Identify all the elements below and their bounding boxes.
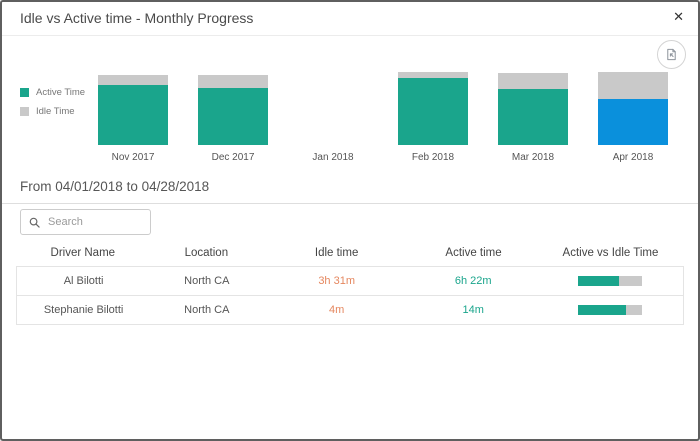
col-header-driver-name: Driver Name bbox=[50, 247, 116, 259]
active-vs-idle-bar bbox=[577, 276, 642, 286]
active-vs-idle-bar bbox=[577, 305, 642, 315]
location-cell: North CA bbox=[184, 304, 230, 316]
chart-plot-area bbox=[83, 72, 183, 145]
ratio-cell bbox=[536, 276, 683, 286]
chart-plot-area bbox=[383, 72, 483, 145]
driver-name-cell: Stephanie Bilotti bbox=[43, 304, 124, 316]
month-bar[interactable] bbox=[498, 72, 568, 145]
drivers-table: Driver Name Location Idle time Active ti… bbox=[16, 243, 684, 325]
chart-plot-area bbox=[283, 72, 383, 145]
search-icon bbox=[29, 217, 40, 228]
month-label: Apr 2018 bbox=[612, 152, 654, 163]
active-fill bbox=[577, 276, 620, 286]
month-label: Mar 2018 bbox=[511, 152, 555, 163]
search-box[interactable] bbox=[20, 209, 151, 235]
col-header-active-time: Active time bbox=[445, 247, 502, 259]
idle-segment bbox=[198, 74, 268, 89]
export-document-icon bbox=[667, 48, 676, 61]
idle-segment bbox=[498, 72, 568, 89]
chart-column: Dec 2017 bbox=[183, 72, 283, 163]
idle-segment bbox=[98, 74, 168, 86]
table-row[interactable]: Stephanie Bilotti North CA 4m 14m bbox=[16, 296, 684, 325]
ratio-cell bbox=[536, 305, 683, 315]
month-label: Feb 2018 bbox=[411, 152, 455, 163]
idle-segment bbox=[598, 72, 668, 100]
search-input[interactable] bbox=[46, 215, 142, 229]
month-bar[interactable] bbox=[98, 74, 168, 145]
active-segment bbox=[598, 99, 668, 145]
chart-plot-area bbox=[583, 72, 683, 145]
table-header-row: Driver Name Location Idle time Active ti… bbox=[16, 243, 684, 263]
export-report-button[interactable] bbox=[657, 40, 686, 69]
chart-column: Jan 2018 bbox=[283, 72, 383, 163]
month-label: Nov 2017 bbox=[111, 152, 155, 163]
month-label: Dec 2017 bbox=[211, 152, 255, 163]
monthly-stacked-bar-chart: Nov 2017 Dec 2017 Jan 2018 Feb 2018 Mar 2018… bbox=[83, 72, 683, 163]
active-segment bbox=[498, 88, 568, 145]
table-row[interactable]: Al Bilotti North CA 3h 31m 6h 22m bbox=[16, 266, 684, 296]
chart-plot-area bbox=[483, 72, 583, 145]
active-time-cell: 6h 22m bbox=[454, 275, 492, 287]
modal-header: Idle vs Active time - Monthly Progress ✕ bbox=[2, 2, 698, 36]
idle-time-cell: 3h 31m bbox=[318, 275, 356, 287]
month-bar[interactable] bbox=[398, 72, 468, 145]
active-fill bbox=[577, 305, 626, 315]
chart-column: Apr 2018 bbox=[583, 72, 683, 163]
legend-label-idle: Idle Time bbox=[36, 106, 75, 117]
active-segment bbox=[198, 88, 268, 145]
chart-column: Nov 2017 bbox=[83, 72, 183, 163]
legend-item-idle: Idle Time bbox=[20, 106, 85, 117]
legend-item-active: Active Time bbox=[20, 87, 85, 98]
month-label: Jan 2018 bbox=[312, 152, 354, 163]
chart-column: Mar 2018 bbox=[483, 72, 583, 163]
active-segment bbox=[98, 85, 168, 145]
chart-plot-area bbox=[183, 72, 283, 145]
legend-label-active: Active Time bbox=[36, 87, 86, 98]
active-time-cell: 14m bbox=[462, 304, 484, 316]
col-header-idle-time: Idle time bbox=[314, 247, 359, 259]
location-cell: North CA bbox=[184, 275, 230, 287]
close-icon[interactable]: ✕ bbox=[673, 9, 684, 24]
date-range-heading: From 04/01/2018 to 04/28/2018 bbox=[2, 179, 698, 204]
month-bar[interactable] bbox=[198, 74, 268, 145]
active-segment bbox=[398, 77, 468, 145]
active-time-swatch bbox=[20, 88, 29, 97]
chart-legend: Active Time Idle Time bbox=[20, 87, 85, 125]
col-header-location: Location bbox=[184, 247, 229, 259]
idle-time-swatch bbox=[20, 107, 29, 116]
driver-name-cell: Al Bilotti bbox=[63, 275, 104, 287]
modal-title: Idle vs Active time - Monthly Progress bbox=[20, 10, 254, 26]
idle-time-cell: 4m bbox=[329, 304, 345, 316]
idle-segment bbox=[398, 72, 468, 78]
month-bar[interactable] bbox=[598, 72, 668, 145]
chart-column: Feb 2018 bbox=[383, 72, 483, 163]
col-header-active-vs-idle: Active vs Idle Time bbox=[562, 247, 659, 259]
